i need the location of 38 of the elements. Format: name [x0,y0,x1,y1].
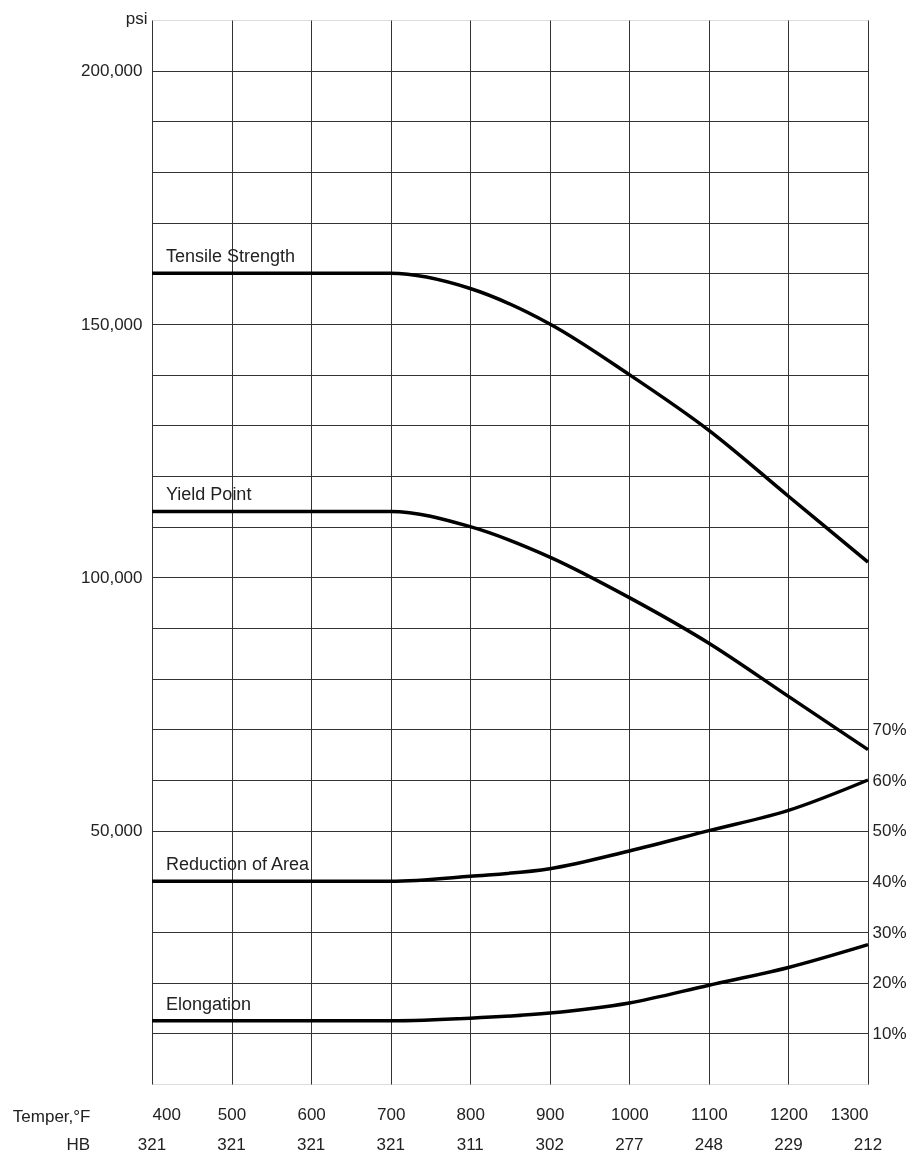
y2-tick-label: 60% [872,770,907,790]
text: 321 [217,1135,246,1154]
y2-tick-label: 20% [872,973,907,993]
text: 212 [853,1135,883,1154]
text: 277 [615,1135,644,1154]
text: 229 [774,1135,803,1154]
line-series [150,778,870,884]
x-axis-title: Temper,°F [12,1106,91,1126]
x-tick-label: 800 [456,1104,485,1124]
line-series [150,942,870,1023]
y-tick-label: 100,000 [81,567,143,587]
y-tick-label: 200,000 [81,61,143,81]
x-tick-label: 1200 [770,1104,808,1124]
text: 302 [535,1135,564,1154]
line-series [150,509,870,752]
x-tick-label: 1100 [691,1104,728,1124]
x-tick-label: 1300 [830,1104,869,1124]
text: 248 [694,1135,724,1154]
y2-tick-label: 40% [872,871,907,891]
y2-tick-label: 50% [872,821,907,841]
y2-tick-label: 30% [872,922,907,942]
text: 321 [296,1135,326,1154]
y2-tick-label: 70% [872,719,907,739]
x-tick-label: 700 [376,1104,406,1124]
y-tick-label: 50,000 [90,821,143,841]
x-tick-label: 900 [536,1104,565,1124]
x-tick-label: 1000 [610,1104,649,1124]
y-tick-label: 150,000 [81,314,143,334]
y2-tick-label: 10% [872,1023,907,1043]
x-tick-label: 600 [297,1104,326,1124]
text: HB [66,1135,90,1154]
x-tick-label: 400 [152,1104,181,1124]
x-tick-label: 500 [217,1104,247,1124]
y-axis-title: psi [125,8,148,28]
text: 321 [376,1135,405,1154]
line-series [150,271,870,564]
text: 321 [137,1135,167,1154]
text: 311 [456,1135,484,1154]
